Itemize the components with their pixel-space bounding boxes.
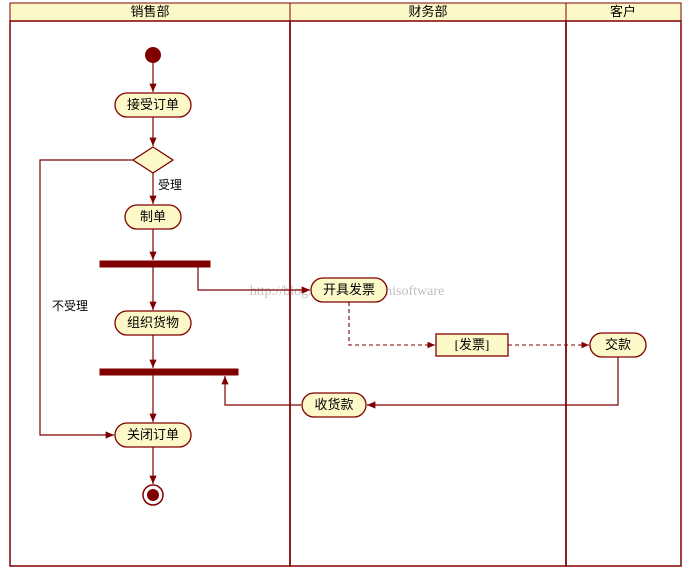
object-invoice: [发票]: [436, 334, 508, 356]
activity-receive-payment-label: 收货款: [314, 397, 353, 412]
activity-pay-label: 交款: [605, 337, 631, 352]
activity-accept-order: 接受订单: [115, 93, 191, 117]
activity-organize-goods-label: 组织货物: [127, 315, 179, 330]
activity-make-order-label: 制单: [140, 209, 166, 224]
fork-bar: [100, 261, 210, 267]
edge-label-accept: 受理: [158, 178, 182, 192]
lane-header-sales: 销售部: [130, 4, 169, 19]
nodes: 接受订单 制单 组织货物 关闭订单 开具发: [100, 47, 646, 505]
edge-invoice-obj: [349, 302, 435, 345]
activity-pay: 交款: [590, 333, 646, 357]
activity-accept-order-label: 接受订单: [127, 97, 179, 112]
activity-organize-goods: 组织货物: [115, 311, 191, 335]
activity-diagram: http://blog.csdn.net/qiushisoftware 销售部 …: [0, 0, 695, 568]
decision-node: [133, 147, 173, 173]
activity-issue-invoice-label: 开具发票: [323, 282, 375, 297]
activity-make-order: 制单: [125, 205, 181, 229]
activity-issue-invoice: 开具发票: [311, 278, 387, 302]
edge-label-reject: 不受理: [52, 299, 88, 313]
activity-close-order-label: 关闭订单: [127, 427, 179, 442]
object-invoice-label: [发票]: [455, 337, 490, 352]
activity-close-order: 关闭订单: [115, 423, 191, 447]
edges: 受理 不受理: [40, 63, 618, 484]
edge-pay-receive: [367, 357, 618, 405]
initial-node: [145, 47, 161, 63]
join-bar: [100, 369, 238, 375]
lane-header-finance: 财务部: [408, 4, 447, 19]
activity-receive-payment: 收货款: [302, 393, 366, 417]
lane-header-customer: 客户: [610, 4, 636, 19]
swimlane-customer: 客户: [566, 3, 681, 566]
edge-decision-close: [40, 160, 133, 435]
swimlane-sales: 销售部: [10, 3, 290, 566]
final-node: [143, 485, 163, 505]
